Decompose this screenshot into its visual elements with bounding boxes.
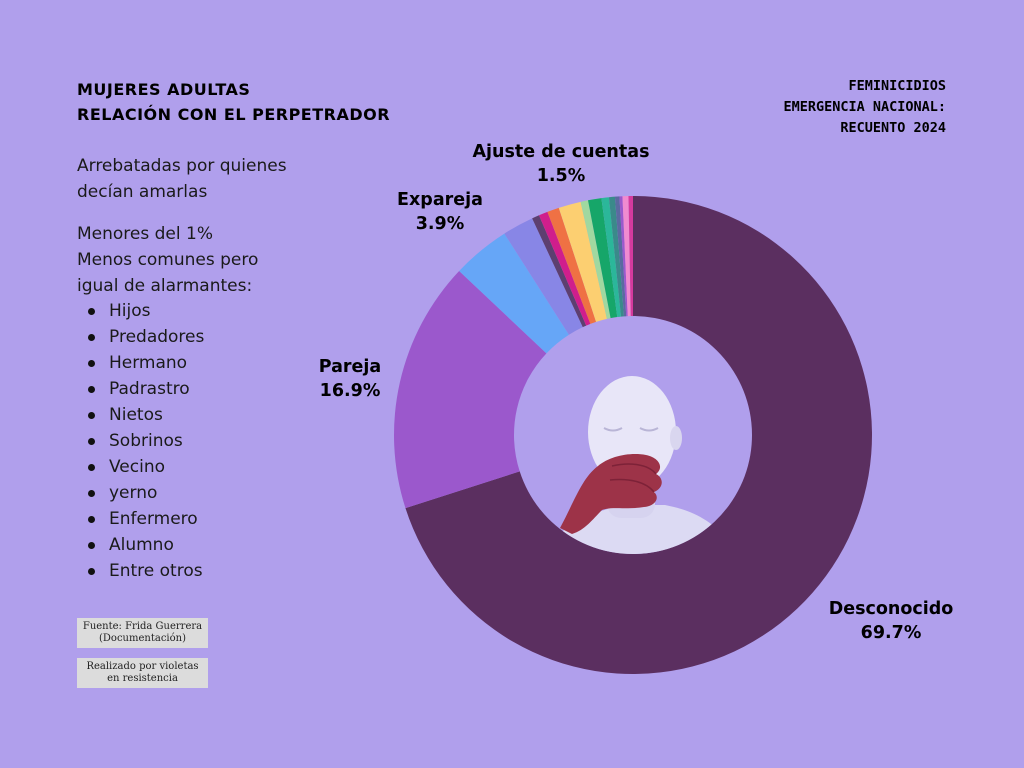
intro-line-1: Arrebatadas por quienes — [77, 156, 287, 176]
list-item: yerno — [87, 480, 204, 506]
donut-slice-minor-3 — [504, 218, 583, 335]
donut-slice-minor-5 — [539, 211, 591, 326]
figure-ear — [670, 426, 682, 450]
hand-finger-lines — [609, 463, 657, 493]
list-item: Entre otros — [87, 558, 204, 584]
credit-note: Realizado por violetas en resistencia — [77, 658, 208, 688]
donut-slice-ajuste-de-cuentas — [558, 201, 607, 322]
intro-line-2: decían amarlas — [77, 182, 208, 202]
slice-label-ajuste-de-cuentas: Ajuste de cuentas 1.5% — [446, 140, 676, 188]
list-item: Sobrinos — [87, 428, 204, 454]
source-line-1: Fuente: Frida Guerrera — [82, 621, 203, 632]
minor-line-2: Menos comunes pero — [77, 250, 259, 270]
donut-slice-expareja — [459, 233, 569, 354]
minor-categories-text: Menores del 1% Menos comunes pero igual … — [77, 221, 317, 299]
donut-slice-pareja — [393, 271, 547, 509]
slice-value: 3.9% — [415, 214, 465, 234]
donut-slice-minor-11 — [608, 196, 624, 317]
donut-slice-minor-10 — [601, 197, 621, 318]
figure-closed-eyes — [603, 427, 659, 432]
source-line-2: (Documentación) — [99, 633, 186, 644]
slice-value: 69.7% — [860, 623, 922, 643]
chart-subtitle: FEMINICIDIOS EMERGENCIA NACIONAL: RECUEN… — [783, 76, 946, 139]
donut-slice-minor-8 — [580, 200, 611, 319]
donut-slice-minor-4 — [532, 215, 587, 328]
donut-slice-minor-14 — [622, 196, 631, 317]
credit-line-1: Realizado por violetas — [86, 661, 199, 672]
title-line-1: MUJERES ADULTAS — [77, 80, 251, 99]
donut-slice-desconocido — [405, 196, 872, 674]
list-item: Padrastro — [87, 376, 204, 402]
chart-title: MUJERES ADULTAS RELACIÓN CON EL PERPETRA… — [77, 77, 390, 127]
slice-value: 16.9% — [319, 381, 381, 401]
intro-text: Arrebatadas por quienes decían amarlas — [77, 153, 317, 205]
minor-line-1: Menores del 1% — [77, 224, 213, 244]
donut-slice-minor-12 — [614, 196, 627, 317]
slice-label-desconocido: Desconocido 69.7% — [811, 597, 971, 645]
list-item: Enfermero — [87, 506, 204, 532]
source-note: Fuente: Frida Guerrera (Documentación) — [77, 618, 208, 648]
slice-name: Expareja — [397, 190, 483, 210]
donut-slice-minor-6 — [547, 207, 597, 324]
slice-value: 1.5% — [536, 166, 586, 186]
minor-line-3: igual de alarmantes: — [77, 276, 253, 296]
donut-slice-minor-15 — [628, 196, 633, 317]
donut-slice-minor-9 — [587, 198, 618, 319]
list-item: Nietos — [87, 402, 204, 428]
donut-slice-minor-13 — [619, 196, 628, 317]
list-item: Hijos — [87, 298, 204, 324]
subtitle-line-1: FEMINICIDIOS — [848, 78, 946, 94]
donut-slices — [393, 196, 872, 674]
list-item: Hermano — [87, 350, 204, 376]
slice-label-pareja: Pareja 16.9% — [300, 355, 400, 403]
slice-name: Desconocido — [828, 599, 954, 619]
title-line-2: RELACIÓN CON EL PERPETRADOR — [77, 105, 391, 124]
minor-categories-list: Hijos Predadores Hermano Padrastro Nieto… — [87, 298, 204, 584]
subtitle-line-2: EMERGENCIA NACIONAL: — [783, 99, 946, 115]
slice-name: Pareja — [318, 357, 382, 377]
subtitle-line-3: RECUENTO 2024 — [840, 120, 946, 136]
covering-hand — [560, 454, 662, 534]
slice-name: Ajuste de cuentas — [472, 142, 650, 162]
list-item: Vecino — [87, 454, 204, 480]
slice-label-expareja: Expareja 3.9% — [380, 188, 500, 236]
credit-line-2: en resistencia — [107, 673, 178, 684]
list-item: Alumno — [87, 532, 204, 558]
list-item: Predadores — [87, 324, 204, 350]
